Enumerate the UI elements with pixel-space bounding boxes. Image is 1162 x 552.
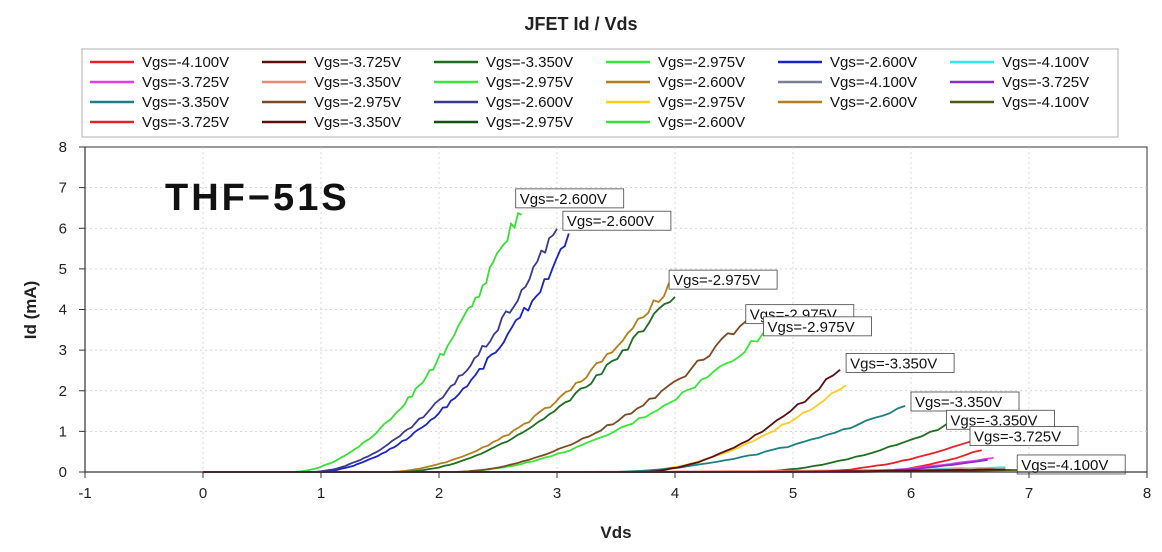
legend-label: Vgs=-2.600V <box>658 114 745 131</box>
legend-label: Vgs=-3.725V <box>1002 74 1089 91</box>
annotation-box <box>1016 454 1126 475</box>
y-tick-label: 1 <box>59 423 67 440</box>
y-tick-label: 8 <box>59 139 67 156</box>
x-tick-label: 8 <box>1143 485 1151 502</box>
annotation-label: Vgs=-2.975V <box>768 319 855 336</box>
y-tick-label: 7 <box>59 180 67 197</box>
y-tick-label: 2 <box>59 383 67 400</box>
axis-ticks: -1 0 1 2 3 4 5 6 7 8 0 1 2 3 4 5 6 7 8 <box>59 139 1152 502</box>
annotation-box <box>763 316 872 337</box>
annotation-label: Vgs=-3.350V <box>915 394 1002 411</box>
annotation-box <box>845 353 955 373</box>
curve-annotations: Vgs=-2.600V Vgs=-2.600V Vgs=-2.975V Vgs=-2.… <box>515 188 1126 475</box>
annotation-label: Vgs=-2.600V <box>567 213 654 230</box>
legend: Vgs=-4.100V Vgs=-3.725V Vgs=-3.350V Vgs=-2.… <box>90 54 1089 131</box>
annotation-label: Vgs=-4.100V <box>1021 457 1108 474</box>
legend-label: Vgs=-3.725V <box>142 114 229 131</box>
annotation-box <box>515 188 625 209</box>
x-tick-label: 2 <box>435 485 443 502</box>
annotation-label: Vgs=-3.350V <box>950 412 1037 429</box>
legend-label: Vgs=-3.725V <box>142 74 229 91</box>
chart-title: JFET Id / Vds <box>524 14 637 34</box>
x-tick-label: 5 <box>789 485 797 502</box>
x-tick-label: -1 <box>78 485 91 502</box>
y-tick-label: 5 <box>59 261 67 278</box>
legend-label: Vgs=-2.975V <box>658 94 745 111</box>
legend-label: Vgs=-3.350V <box>314 114 401 131</box>
annotation-box <box>562 210 672 231</box>
legend-label: Vgs=-2.975V <box>658 54 745 71</box>
legend-label: Vgs=-3.350V <box>142 94 229 111</box>
annotation-label: Vgs=-3.725V <box>974 429 1061 446</box>
annotation-label: Vgs=-2.600V <box>520 191 607 208</box>
x-tick-label: 0 <box>199 485 207 502</box>
legend-label: Vgs=-2.975V <box>486 114 573 131</box>
legend-label: Vgs=-2.600V <box>658 74 745 91</box>
x-tick-label: 6 <box>907 485 915 502</box>
legend-label: Vgs=-2.600V <box>830 54 917 71</box>
legend-label: Vgs=-3.350V <box>314 74 401 91</box>
legend-label: Vgs=-2.600V <box>830 94 917 111</box>
y-tick-label: 3 <box>59 342 67 359</box>
legend-label: Vgs=-4.100V <box>1002 94 1089 111</box>
x-tick-label: 3 <box>553 485 561 502</box>
legend-label: Vgs=-4.100V <box>830 74 917 91</box>
legend-label: Vgs=-4.100V <box>142 54 229 71</box>
grid <box>85 147 1147 472</box>
y-tick-label: 6 <box>59 220 67 237</box>
annotation-label: Vgs=-3.350V <box>850 355 937 372</box>
x-axis-title: Vds <box>600 523 631 542</box>
legend-label: Vgs=-3.725V <box>314 54 401 71</box>
y-tick-label: 0 <box>59 464 67 481</box>
legend-label: Vgs=-4.100V <box>1002 54 1089 71</box>
device-watermark: THF−51S <box>165 177 350 219</box>
legend-label: Vgs=-2.975V <box>486 74 573 91</box>
legend-box <box>81 48 1119 138</box>
legend-label: Vgs=-3.350V <box>486 54 573 71</box>
x-tick-label: 1 <box>317 485 325 502</box>
y-axis-title: Id (mA) <box>21 281 40 340</box>
y-tick-label: 4 <box>59 302 67 319</box>
annotation-box <box>969 426 1079 446</box>
x-tick-label: 7 <box>1025 485 1033 502</box>
x-tick-label: 4 <box>671 485 679 502</box>
legend-label: Vgs=-2.600V <box>486 94 573 111</box>
annotation-label: Vgs=-2.975V <box>673 272 760 289</box>
annotation-box <box>668 269 778 290</box>
legend-label: Vgs=-2.975V <box>314 94 401 111</box>
